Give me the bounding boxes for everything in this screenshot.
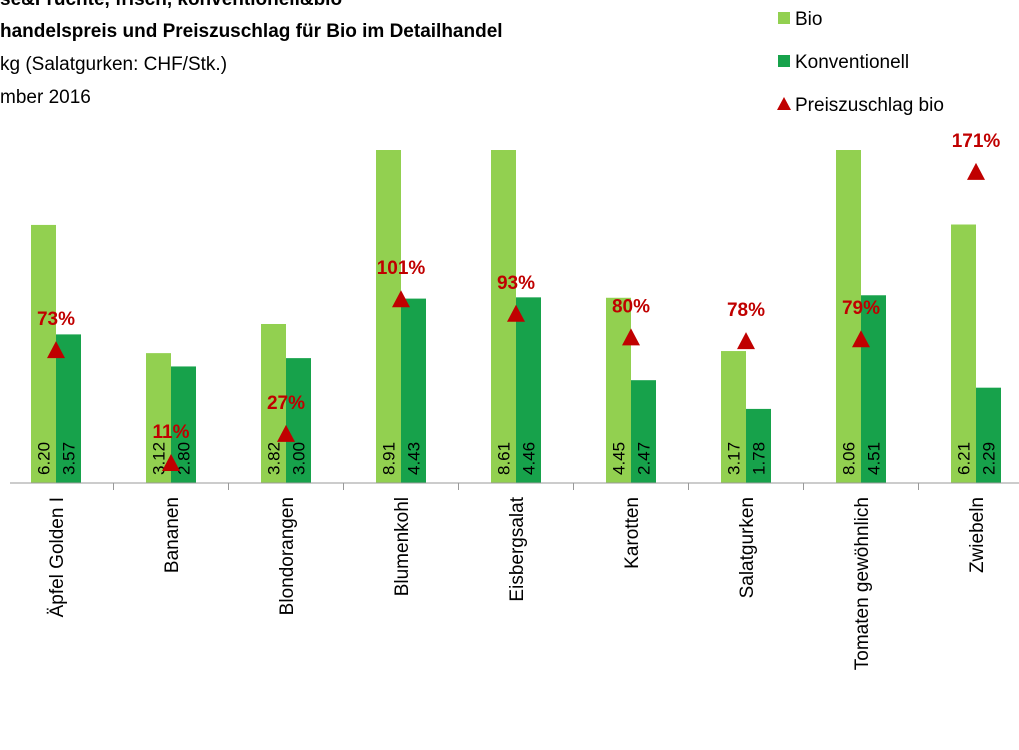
value-label: 3.82 [265,442,284,475]
bar [286,358,311,483]
value-label: 101% [377,258,426,279]
value-label: 11% [153,422,190,443]
marker [277,424,295,442]
value-label: 1.78 [750,442,769,475]
bar [606,297,631,483]
value-label: 2.47 [635,442,654,475]
bar [516,297,541,483]
value-label: 6.21 [955,442,974,475]
value-label: 6.20 [35,442,54,475]
marker [162,453,180,471]
x-tick-label: Zwiebeln [967,497,988,573]
bar [631,380,656,483]
bar [401,298,426,483]
value-label: 2.80 [175,442,194,475]
marker [737,332,755,350]
value-label: 4.46 [520,442,539,475]
legend-marker [778,55,790,67]
x-tick-label: Eisbergsalat [507,496,528,601]
value-label: 73% [37,309,75,330]
subtitle-line: kg (Salatgurken: CHF/Stk.) [0,54,227,75]
value-label: 79% [842,298,880,319]
value-label: 4.43 [405,442,424,475]
value-label: 4.45 [610,442,629,475]
legend-marker [777,97,791,110]
bar [976,387,1001,483]
value-label: 27% [267,393,305,414]
subtitle-line: mber 2016 [0,87,91,108]
value-label: 3.17 [725,442,744,475]
legend-marker [778,12,790,24]
bar [951,224,976,484]
title-line: handelspreis und Preiszuschlag für Bio i… [0,21,503,42]
title: se&Früchte, frisch, konventionell&bio ha… [0,0,503,108]
bar [146,353,171,483]
legend-label: Preiszuschlag bio [795,95,944,116]
plot [31,150,1001,484]
title-line: se&Früchte, frisch, konventionell&bio [0,0,342,10]
overlay: 6.20 3.12 3.82 8.91 8.61 4.45 3.17 8.06 6.21 3.57… [10,9,1019,670]
bar [376,150,401,483]
value-label: 4.51 [865,442,884,475]
bar [56,334,81,483]
value-label: 78% [727,300,765,321]
marker [852,330,870,348]
x-tick-label: Blumenkohl [392,497,413,596]
value-label: 8.61 [495,442,514,475]
bar [491,150,516,483]
marker [967,162,985,180]
value-label: 2.29 [980,442,999,475]
bar [861,295,886,483]
value-label: 3.12 [150,442,169,475]
value-label: 171% [952,131,1001,152]
marker [392,290,410,308]
x-tick-label: Blondorangen [277,497,298,615]
marker [622,328,640,346]
bar [836,150,861,483]
value-label: 8.91 [380,442,399,475]
x-tick-label: Äpfel Golden I [47,497,68,617]
marker [507,304,525,322]
x-tick-label: Salatgurken [737,497,758,598]
marker [47,341,65,359]
value-label: 80% [612,296,650,317]
x-tick-label: Tomaten gewöhnlich [852,497,873,670]
x-tick-label: Bananen [162,497,183,573]
bar [746,408,771,483]
legend-label: Konventionell [795,52,909,73]
bar [721,351,746,483]
legend-label: Bio [795,9,822,30]
bar [261,323,286,483]
value-label: 8.06 [840,442,859,475]
x-tick-label: Karotten [622,497,643,569]
value-label: 3.57 [60,442,79,475]
value-label: 3.00 [290,442,309,475]
value-label: 93% [497,273,535,294]
